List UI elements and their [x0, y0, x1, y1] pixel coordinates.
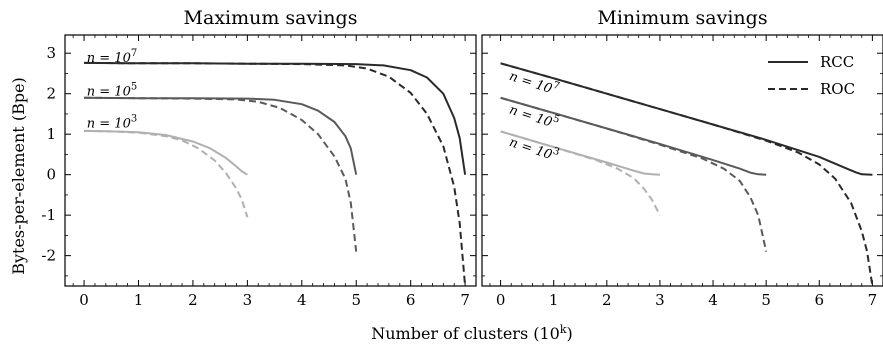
x-tick-label: 6	[406, 291, 416, 309]
y-tick-label: 0	[46, 166, 56, 184]
x-tick-label: 6	[814, 291, 824, 309]
series-line-1e5-rcc	[500, 96, 767, 176]
annotation-base: n = 10	[87, 51, 131, 66]
y-tick-label: 3	[46, 44, 56, 62]
series-line-1e7-rcc	[84, 61, 467, 175]
series-annotation: n = 103	[87, 114, 137, 132]
series-annotation: n = 105	[507, 100, 561, 133]
series-line-1e3-roc	[500, 130, 661, 216]
legend-label: ROC	[820, 80, 855, 98]
annotation-base: n = 10	[87, 84, 131, 99]
x-tick-label: 1	[134, 291, 144, 309]
series-line-1e3-rcc	[84, 129, 248, 176]
annotation-exponent: 3	[131, 114, 137, 125]
panel-title: Minimum savings	[597, 7, 767, 29]
annotation-exponent: 5	[551, 113, 560, 125]
axes-frame	[481, 34, 883, 287]
series-line-1e5-roc	[500, 96, 768, 252]
x-tick-label: 5	[761, 291, 771, 309]
series-line-1e5-rcc	[84, 96, 358, 175]
x-tick-label: 4	[708, 291, 718, 309]
series-line-1e3-roc	[84, 129, 249, 218]
y-tick-label: -1	[41, 206, 56, 224]
series-line-1e7-roc	[500, 62, 874, 286]
series-annotation: n = 105	[87, 81, 137, 99]
series-annotation: n = 107	[507, 66, 561, 99]
x-tick-label: 7	[460, 291, 470, 309]
x-tick-label: 1	[549, 291, 559, 309]
annotation-base: n = 10	[507, 69, 554, 97]
series-group	[84, 61, 467, 286]
annotation-exponent: 7	[551, 80, 560, 92]
x-tick-label: 3	[243, 291, 253, 309]
y-tick-label: -2	[41, 247, 56, 265]
axes-frame	[64, 34, 477, 287]
series-annotation: n = 103	[507, 132, 561, 165]
x-tick-label: 2	[602, 291, 612, 309]
x-tick-label: 3	[655, 291, 665, 309]
series-line-1e5-roc	[84, 96, 358, 252]
y-tick-label: 1	[46, 125, 56, 143]
x-axis-label-close: )	[567, 324, 573, 343]
x-axis-label-sup: k	[560, 323, 567, 336]
y-tick-label: 2	[46, 85, 56, 103]
series-annotation: n = 107	[87, 48, 137, 66]
x-tick-label: 0	[496, 291, 506, 309]
y-axis-label: Bytes-per-element (Bpe)	[9, 77, 28, 275]
x-tick-label: 2	[188, 291, 198, 309]
annotation-exponent: 5	[131, 81, 137, 92]
series-line-1e7-roc	[84, 61, 467, 286]
annotation-exponent: 3	[551, 146, 560, 158]
x-tick-label: 0	[79, 291, 89, 309]
series-group	[500, 62, 874, 286]
legend: RCC ROC	[768, 53, 855, 98]
x-axis-label: Number of clusters (10k)	[371, 323, 573, 343]
x-tick-label: 4	[297, 291, 307, 309]
x-axis-label-main: Number of clusters (10	[371, 324, 560, 343]
annotation-base: n = 10	[87, 117, 131, 132]
panel-title: Maximum savings	[184, 7, 358, 29]
x-tick-label: 5	[351, 291, 361, 309]
annotation-exponent: 7	[131, 48, 137, 59]
legend-label: RCC	[820, 53, 854, 71]
x-tick-label: 7	[868, 291, 878, 309]
